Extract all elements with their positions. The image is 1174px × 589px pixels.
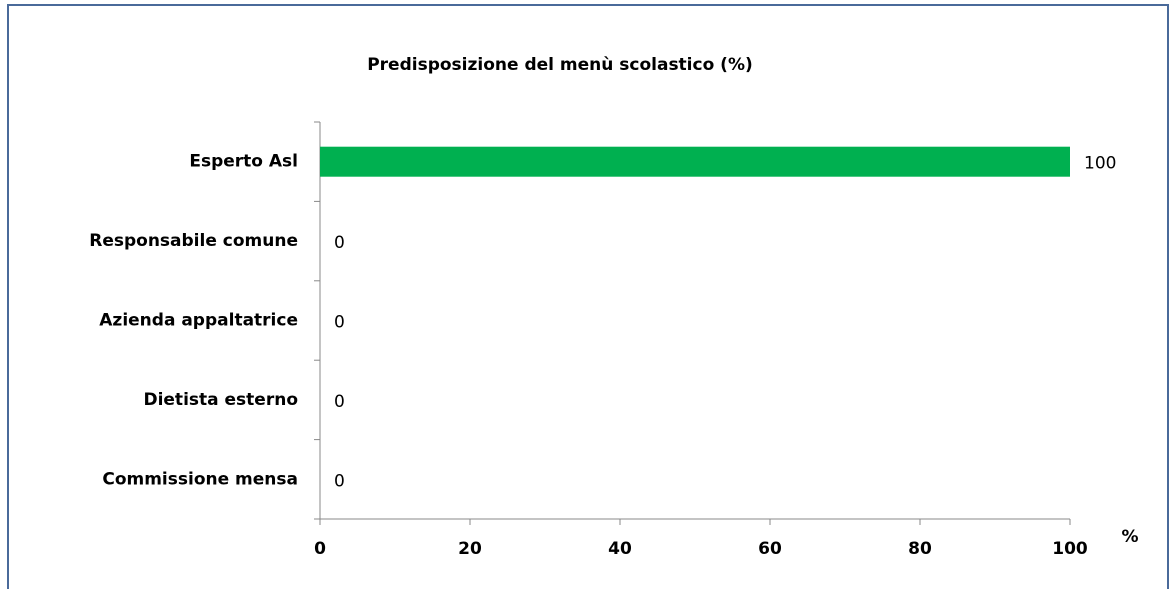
x-tick-label: 60 (758, 539, 782, 559)
data-label: 0 (334, 233, 345, 253)
x-tick-label: 0 (314, 539, 326, 559)
x-tick-label: 100 (1052, 539, 1088, 559)
bar (320, 146, 1070, 177)
y-tick-label: Dietista esterno (143, 390, 298, 410)
data-label: 0 (334, 471, 345, 491)
data-label: 100 (1084, 154, 1116, 174)
y-tick-label: Responsabile comune (89, 231, 298, 251)
data-label: 0 (334, 392, 345, 412)
frame (7, 4, 1169, 589)
data-label: 0 (334, 313, 345, 333)
x-axis-label: % (1121, 527, 1138, 547)
x-tick-label: 40 (608, 539, 632, 559)
x-tick-label: 20 (458, 539, 482, 559)
y-tick-label: Esperto Asl (189, 152, 298, 172)
x-tick-label: 80 (908, 539, 932, 559)
y-tick-label: Azienda appaltatrice (99, 311, 298, 331)
chart-title: Predisposizione del menù scolastico (%) (367, 55, 753, 75)
y-tick-label: Commissione mensa (102, 469, 298, 489)
